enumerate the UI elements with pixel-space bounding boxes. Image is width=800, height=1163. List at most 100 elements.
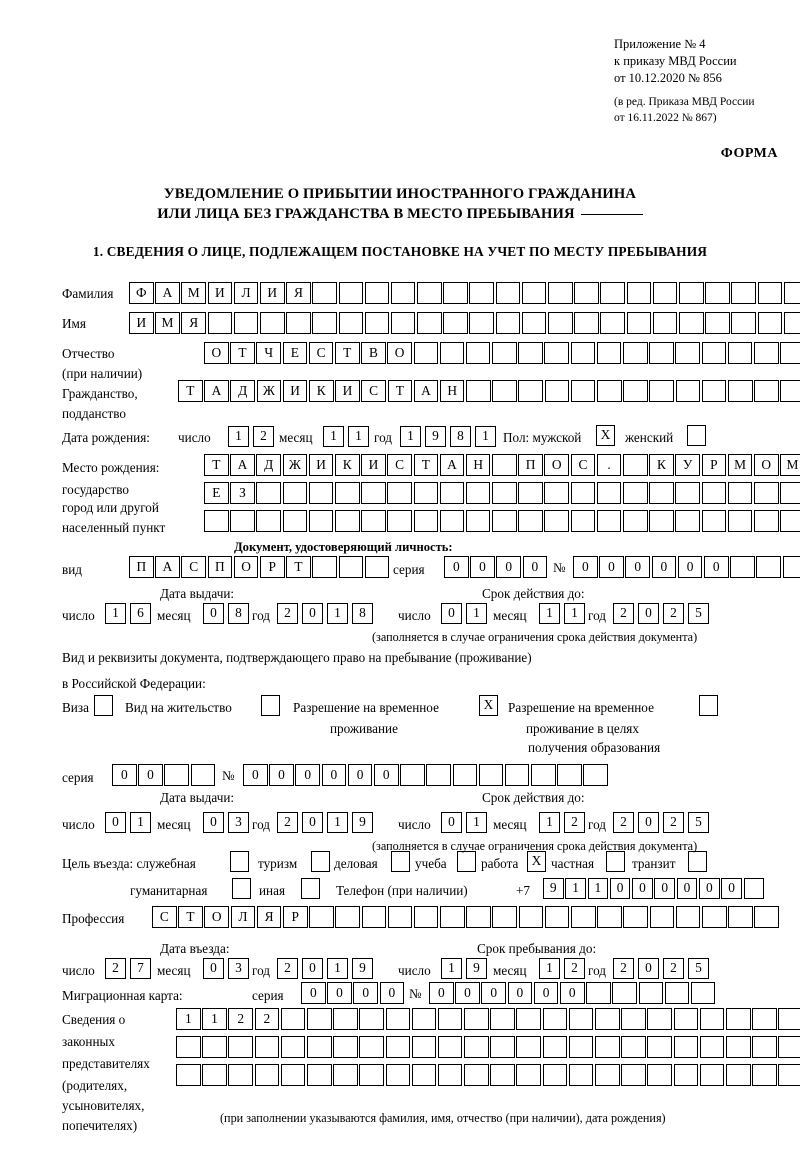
char-cell[interactable] [443,282,468,304]
char-cell[interactable]: 9 [466,958,487,979]
char-cell[interactable] [649,906,675,928]
char-cell[interactable] [621,1008,646,1030]
char-cell[interactable]: 1 [475,426,496,447]
char-cell[interactable]: 0 [496,556,521,578]
char-cell[interactable] [542,1064,568,1086]
char-cell[interactable] [411,1064,437,1086]
char-cell[interactable]: 0 [638,603,659,624]
char-cell[interactable] [568,1036,594,1058]
char-cell[interactable] [652,312,678,334]
char-cell[interactable] [621,1064,646,1086]
char-cell[interactable]: 1 [539,603,560,624]
char-cell[interactable] [280,1064,306,1086]
char-cell[interactable] [390,312,416,334]
char-cell[interactable]: 0 [203,958,224,979]
char-cell[interactable]: А [204,380,229,402]
char-cell[interactable] [690,982,716,1004]
char-cell[interactable]: 2 [254,1008,280,1030]
char-cell[interactable] [400,764,425,786]
char-cell[interactable]: 0 [703,556,729,578]
char-cell[interactable] [256,510,281,532]
char-cell[interactable] [413,482,439,504]
char-cell[interactable] [542,1008,568,1030]
char-cell[interactable]: 1 [348,426,369,447]
char-cell[interactable]: 1 [539,958,560,979]
char-cell[interactable] [544,906,570,928]
char-cell[interactable]: 0 [327,982,352,1004]
char-cell[interactable] [387,482,412,504]
char-cell[interactable] [334,482,360,504]
char-cell[interactable]: У [675,454,700,476]
char-cell[interactable] [780,380,800,402]
char-cell[interactable]: И [207,282,233,304]
char-cell[interactable]: 6 [130,603,151,624]
char-cell[interactable]: 1 [327,958,348,979]
char-cell[interactable] [778,1008,800,1030]
char-cell[interactable] [701,380,727,402]
char-cell[interactable]: 1 [564,603,585,624]
char-cell[interactable] [387,906,413,928]
char-cell[interactable] [334,510,360,532]
char-cell[interactable] [647,1008,672,1030]
char-cell[interactable] [727,482,753,504]
char-cell[interactable] [440,906,465,928]
char-cell[interactable] [359,1008,384,1030]
char-cell[interactable]: И [259,282,285,304]
char-cell[interactable] [233,312,259,334]
char-cell[interactable]: 0 [203,812,224,833]
char-cell[interactable] [725,1064,751,1086]
char-cell[interactable]: 0 [651,556,677,578]
char-cell[interactable] [254,1036,280,1058]
char-cell[interactable] [647,1036,672,1058]
char-cell[interactable]: М [181,282,206,304]
char-cell[interactable] [465,342,491,364]
char-cell[interactable]: 2 [564,812,585,833]
char-cell[interactable] [492,454,517,476]
char-cell[interactable] [597,906,622,928]
char-cell[interactable] [571,906,596,928]
char-cell[interactable]: 0 [203,603,224,624]
char-cell[interactable]: Т [334,342,360,364]
char-cell[interactable]: Р [259,556,285,578]
char-cell[interactable]: Н [439,380,465,402]
char-cell[interactable]: И [335,380,360,402]
char-cell[interactable]: Ж [256,380,282,402]
purpose-private-checkbox[interactable] [606,851,625,872]
char-cell[interactable] [756,556,781,578]
char-cell[interactable] [544,380,570,402]
char-cell[interactable] [437,1036,463,1058]
char-cell[interactable] [465,482,491,504]
char-cell[interactable]: 0 [522,556,548,578]
char-cell[interactable] [649,380,674,402]
char-cell[interactable] [190,764,216,786]
char-cell[interactable] [417,282,442,304]
visa-checkbox[interactable] [94,695,113,716]
char-cell[interactable] [623,906,648,928]
sex-female-checkbox[interactable] [687,425,706,446]
purpose-humanitarian-checkbox[interactable] [232,878,251,899]
char-cell[interactable] [783,312,800,334]
char-cell[interactable] [544,510,570,532]
char-cell[interactable] [492,510,517,532]
char-cell[interactable] [649,342,674,364]
char-cell[interactable]: 1 [327,812,348,833]
char-cell[interactable]: 2 [253,426,274,447]
char-cell[interactable] [757,312,783,334]
char-cell[interactable]: А [155,282,180,304]
char-cell[interactable] [699,1064,725,1086]
char-cell[interactable] [309,906,334,928]
char-cell[interactable]: 0 [347,764,373,786]
char-cell[interactable]: 0 [441,812,462,833]
char-cell[interactable]: 1 [176,1008,201,1030]
char-cell[interactable]: 0 [441,603,462,624]
char-cell[interactable]: Ф [129,282,154,304]
char-cell[interactable] [202,1036,227,1058]
